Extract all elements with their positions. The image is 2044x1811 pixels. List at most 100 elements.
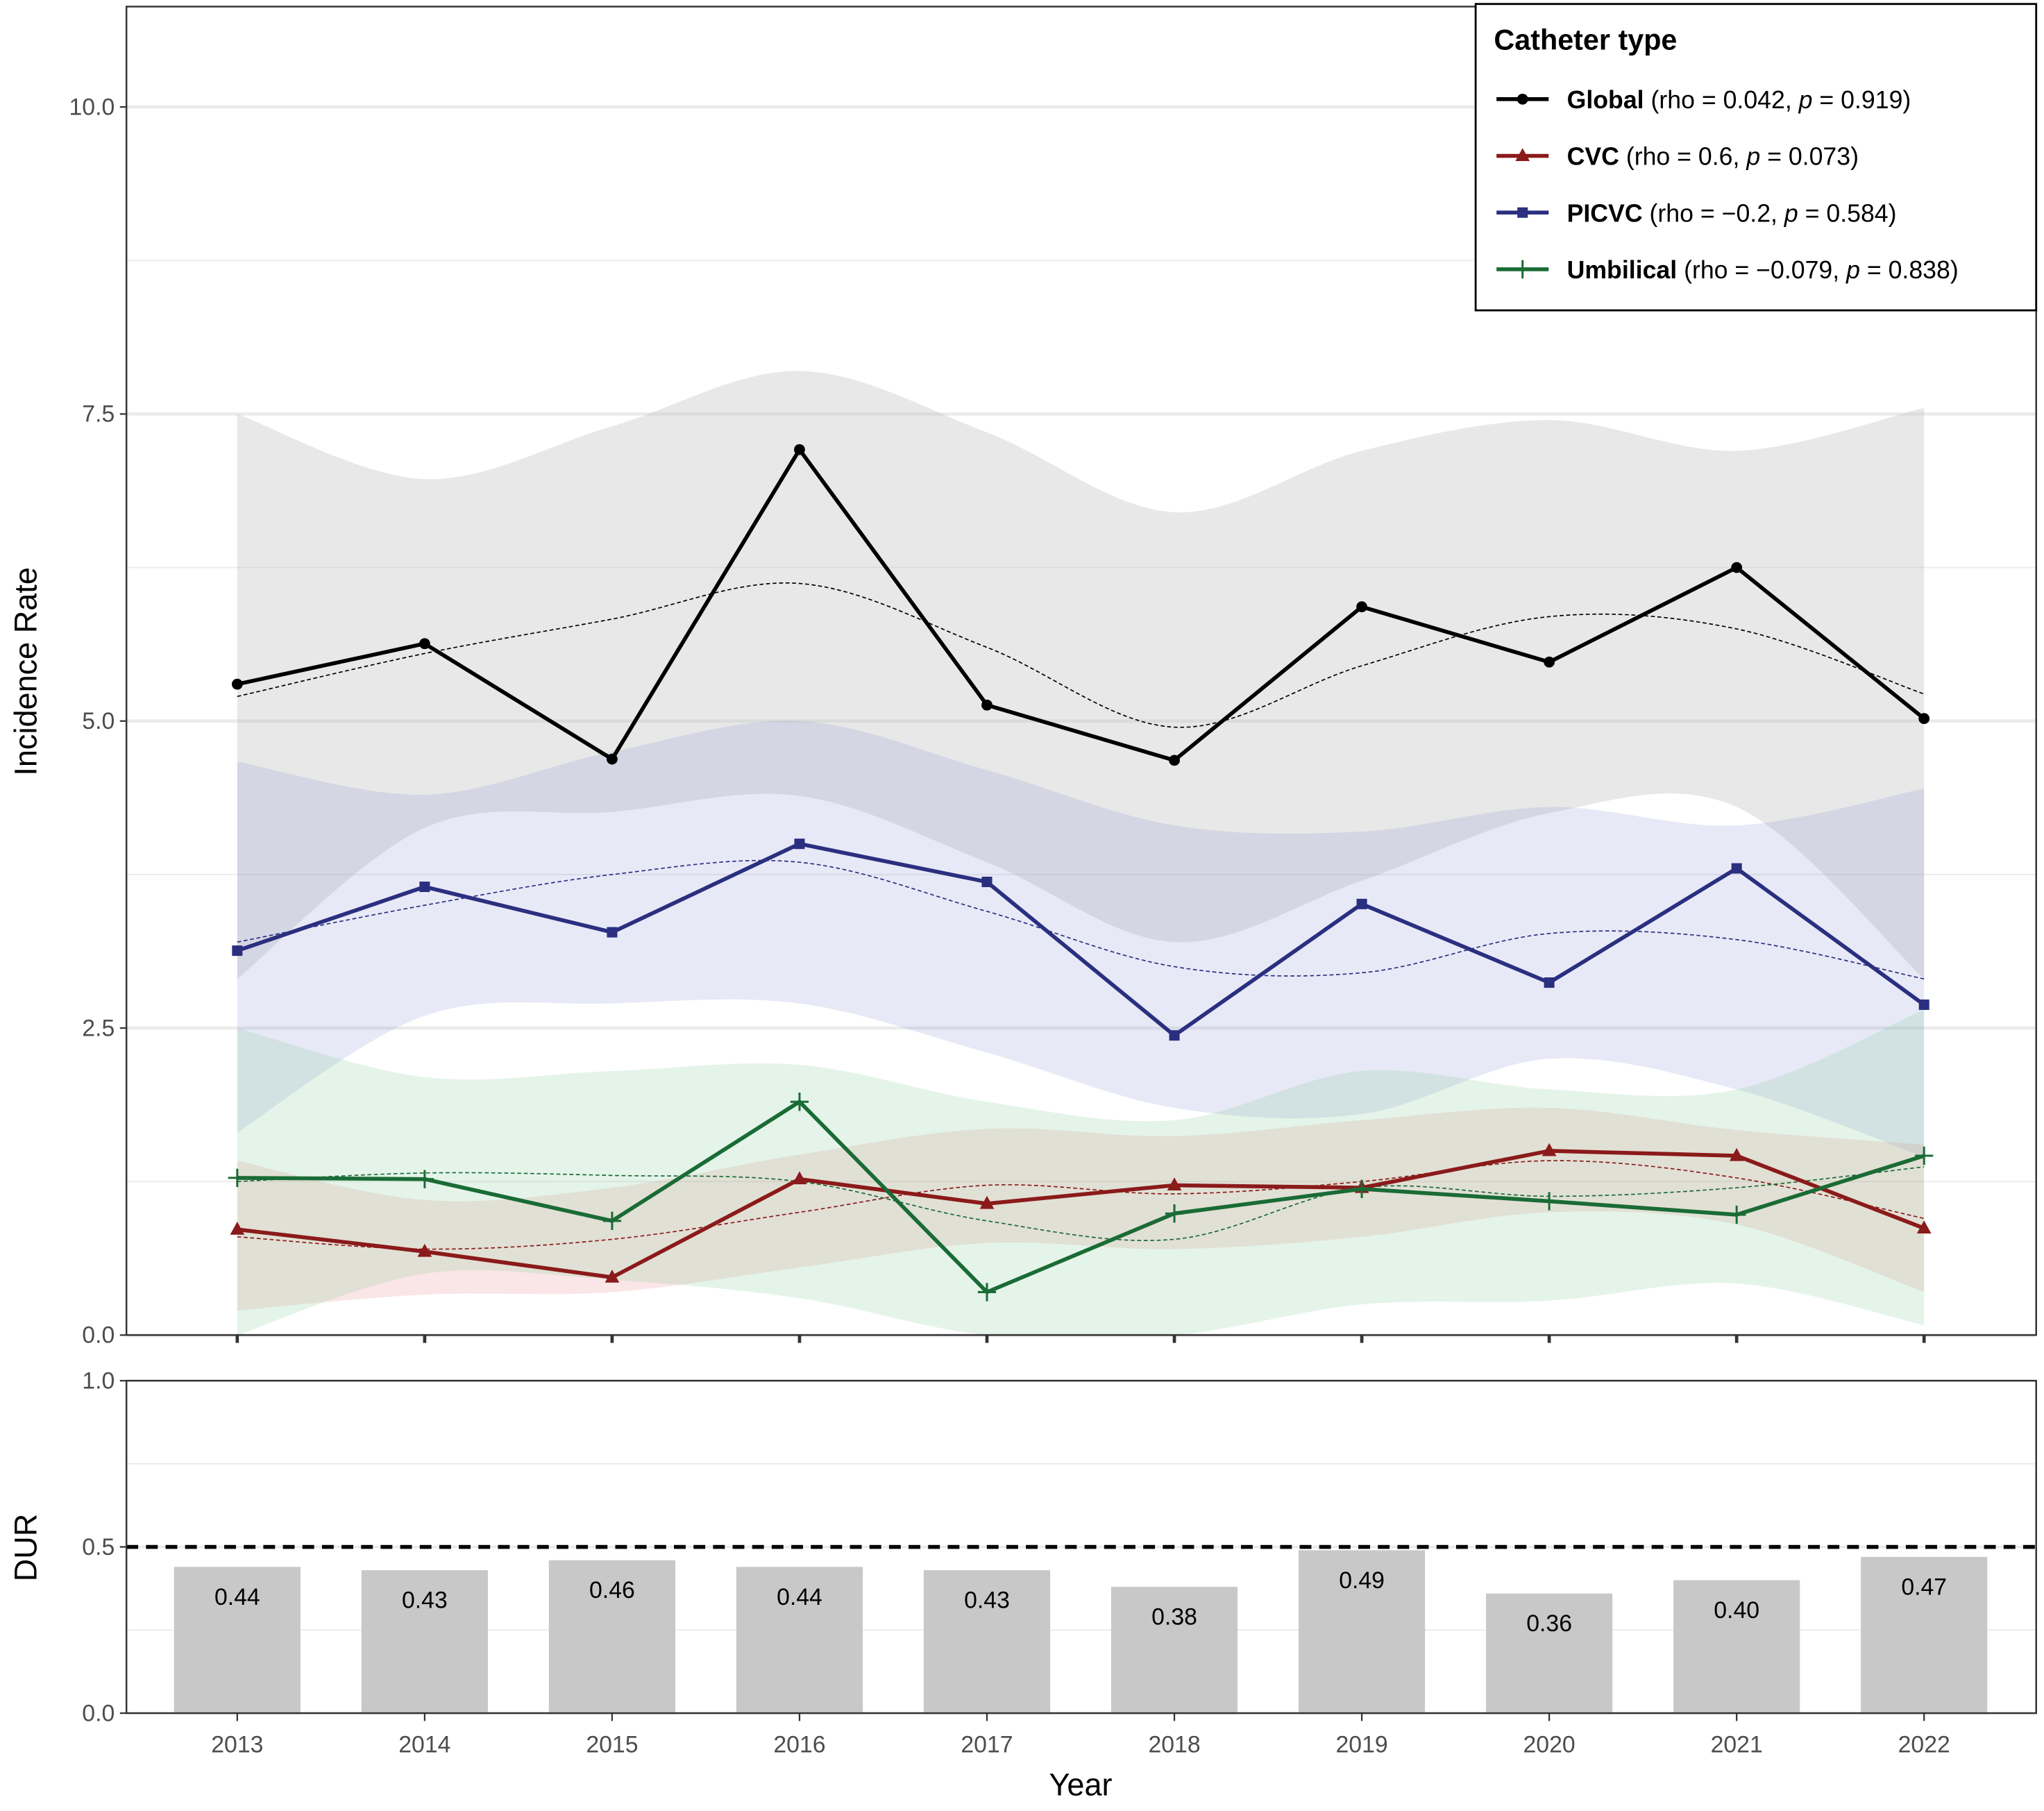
x-tick-label: 2014 [398,1731,450,1758]
dur-bar [361,1570,488,1714]
legend-p-value: = 0.073) [1760,143,1859,171]
data-point-global [1918,713,1930,725]
bar-value-label: 0.46 [589,1577,635,1603]
legend-label: Global (rho = 0.042, p = 0.919) [1567,86,1911,114]
trend-line-cvc [237,1160,1925,1250]
y-axis-label-incidence: Incidence Rate [8,567,44,776]
legend-label: CVC (rho = 0.6, p = 0.073) [1567,143,1859,171]
legend-label: PICVC (rho = −0.2, p = 0.584) [1567,199,1897,227]
dur-panel: 0.0 0.5 1.0 0.44 2013 0.43 2014 0.46 2015 0.44 201… [82,1367,2037,1758]
ci-ribbon-picvc [237,721,1925,1157]
data-point-umbilical [1728,1205,1746,1224]
dur-bar [1861,1556,1988,1714]
y-tick-label: 7.5 [82,401,115,428]
data-point-umbilical [1915,1146,1934,1165]
data-point-picvc [419,882,430,893]
legend-p-symbol: p [1798,86,1813,114]
dur-bar [548,1560,676,1714]
bar-value-label: 0.43 [402,1587,448,1614]
legend-key-marker [1517,207,1528,218]
dur-bar [923,1570,1051,1714]
legend-p-symbol: p [1784,199,1798,227]
y-tick-label: 5.0 [82,708,115,734]
data-point-global [1544,656,1555,668]
data-point-global [981,699,993,711]
trend-line-umbilical [237,1166,1925,1241]
x-tick-label: 2015 [586,1731,638,1758]
data-point-cvc [1542,1143,1557,1156]
bar-value-label: 0.44 [214,1584,260,1610]
data-point-umbilical [602,1211,622,1230]
y-tick-label: 1.0 [82,1367,115,1394]
data-point-picvc [1918,999,1929,1010]
bar-value-label: 0.49 [1339,1567,1385,1594]
plot-border [125,6,2037,1336]
bar-value-label: 0.47 [1901,1574,1947,1600]
y-tick-label: 2.5 [82,1015,115,1041]
data-point-umbilical [228,1168,246,1188]
x-tick-label: 2020 [1523,1731,1576,1758]
legend-rho: (rho = 0.042, [1644,86,1799,114]
x-tick-label: 2021 [1711,1731,1763,1758]
data-point-global [1169,755,1180,766]
y-axis-label-dur: DUR [8,1514,44,1582]
legend-key-marker [1513,260,1532,279]
legend-label: Umbilical (rho = −0.079, p = 0.838) [1567,256,1959,284]
data-point-umbilical [790,1093,809,1111]
data-point-cvc [1916,1220,1932,1233]
trend-line-picvc [237,859,1925,980]
data-point-cvc [979,1195,995,1209]
data-point-cvc [792,1171,807,1185]
legend-rho: (rho = −0.2, [1643,199,1784,227]
legend-item-cvc: CVC (rho = 0.6, p = 0.073) [1496,143,1859,171]
legend-p-value: = 0.919) [1813,86,1911,114]
x-tick-label: 2019 [1335,1731,1387,1758]
legend-title: Catheter type [1494,24,1677,56]
data-point-global [794,444,805,455]
legend-item-umbilical: Umbilical (rho = −0.079, p = 0.838) [1496,256,1959,284]
legend-p-symbol: p [1845,256,1860,284]
data-point-cvc [417,1243,432,1257]
dur-bar [1298,1550,1426,1714]
data-point-cvc [605,1269,620,1283]
dur-bar [1486,1593,1613,1714]
data-point-picvc [232,945,243,957]
legend-key-marker [1515,148,1530,162]
data-point-global [419,638,430,650]
y-tick-label: 0.0 [82,1322,115,1349]
x-tick-label: 2018 [1148,1731,1200,1758]
bar-value-label: 0.38 [1151,1604,1197,1631]
series-line-cvc [237,1149,1925,1280]
data-point-picvc [1356,898,1367,909]
legend-p-value: = 0.838) [1860,256,1959,284]
legend-item-global: Global (rho = 0.042, p = 0.919) [1496,86,1911,114]
bar-value-label: 0.43 [964,1587,1010,1614]
legend-rho: (rho = 0.6, [1619,143,1746,171]
y-tick-label: 0.0 [82,1700,115,1726]
data-point-global [231,678,243,690]
bar-value-label: 0.36 [1526,1610,1572,1637]
x-tick-label: 2016 [773,1731,825,1758]
legend-series-name: PICVC [1567,199,1643,227]
data-point-global [1356,601,1367,613]
bar-value-label: 0.40 [1714,1597,1759,1624]
x-tick-label: 2013 [211,1731,263,1758]
ci-ribbon-global [237,371,1925,979]
data-point-picvc [607,927,618,938]
series-line-picvc [236,841,1925,1038]
data-point-picvc [981,876,993,888]
legend-series-name: Global [1567,86,1644,114]
series-line-global [237,447,1925,763]
legend-key-marker [1517,93,1528,105]
data-point-umbilical [415,1170,434,1188]
dur-bar [736,1567,863,1714]
series-line-umbilical [237,1100,1925,1295]
data-point-umbilical [977,1283,997,1302]
legend-series-name: CVC [1567,143,1619,171]
legend-series-name: Umbilical [1567,256,1678,284]
legend-p-symbol: p [1746,143,1760,171]
dur-bar [174,1567,301,1714]
x-tick-label: 2017 [961,1731,1013,1758]
data-point-picvc [1544,977,1555,988]
